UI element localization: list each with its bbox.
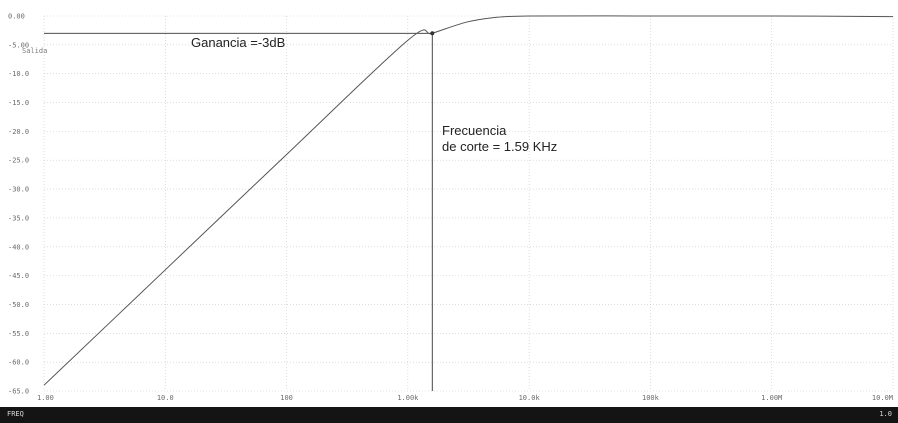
y-axis-tick-labels: 0.00 -5.00 -10.0 -15.0 -20.0 -25.0 -30.0 -35.0 -… [8,13,29,396]
y-tick-label: -30.0 [8,186,29,194]
y-tick-label: -40.0 [8,243,29,251]
cutoff-annotation-line1: Frecuencia [442,123,507,138]
grid [43,15,894,392]
x-tick-label: 10.0 [157,394,174,402]
annotation-lines [44,32,433,391]
x-tick-label: 100 [280,394,293,402]
series-line-salida [43,15,894,386]
status-bar-background [0,407,898,423]
series-label-salida: Salida [22,47,47,55]
x-axis-tick-labels: 1.00 10.0 100 1.00k 10.0k 100k 1.00M 10.0M [37,394,893,402]
y-tick-label: 0.00 [8,13,25,21]
x-tick-label: 100k [642,394,660,402]
gain-annotation: Ganancia =-3dB [191,35,285,50]
x-tick-label: 1.00k [397,394,419,402]
y-tick-label: -45.0 [8,272,29,280]
y-tick-label: -50.0 [8,301,29,309]
y-tick-label: -60.0 [8,359,29,367]
x-tick-label: 1.00M [761,394,782,402]
x-tick-label: 10.0M [872,394,893,402]
y-tick-label: -5.00 [8,41,29,49]
y-tick-label: -35.0 [8,214,29,222]
x-tick-label: 1.00 [37,394,54,402]
y-tick-label: -65.0 [8,388,29,396]
cutoff-point-marker [430,31,435,36]
cutoff-annotation-line2: de corte = 1.59 KHz [442,139,557,154]
x-tick-label: 10.0k [519,394,541,402]
y-tick-label: -10.0 [8,70,29,78]
status-bar-value: 1.0 [879,410,892,418]
y-tick-label: -15.0 [8,99,29,107]
y-tick-label: -20.0 [8,128,29,136]
status-bar-label: FREQ [7,410,24,418]
y-tick-label: -25.0 [8,157,29,165]
status-bar: FREQ 1.0 [0,407,898,423]
y-tick-label: -55.0 [8,330,29,338]
